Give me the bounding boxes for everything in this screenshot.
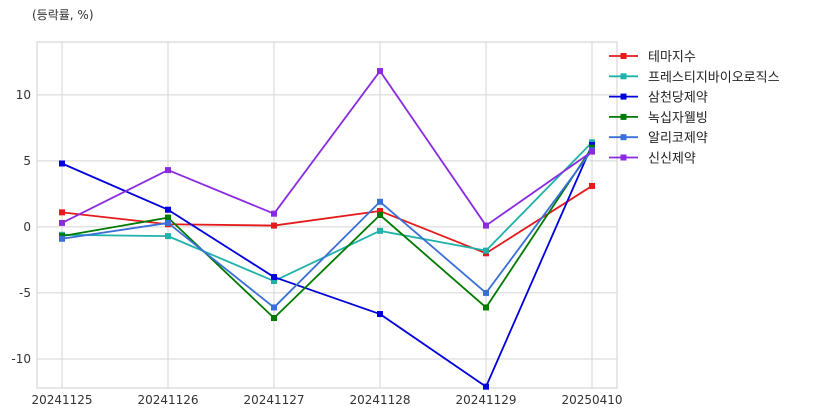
series-point — [59, 209, 65, 216]
series-point — [165, 167, 171, 174]
series-point — [483, 247, 489, 254]
legend-item: 프레스티지바이오로직스 — [609, 70, 780, 85]
legend-label: 녹십자웰빙 — [648, 111, 708, 126]
legend-marker — [620, 154, 627, 161]
legend-label: 삼천당제약 — [648, 91, 708, 106]
legend-item: 삼천당제약 — [609, 91, 708, 106]
y-tick-label: -10 — [11, 352, 31, 366]
legend-item: 신신제약 — [609, 152, 696, 167]
x-tick-label: 20241129 — [455, 393, 516, 407]
legend-label: 알리코제약 — [648, 131, 708, 146]
series-point — [483, 222, 489, 229]
plot-frame — [36, 41, 618, 389]
series-point — [59, 219, 65, 226]
series-point — [165, 219, 171, 226]
legend-marker — [620, 134, 627, 141]
legend-marker — [620, 73, 627, 80]
series-point — [377, 227, 383, 234]
y-tick-label: 10 — [16, 88, 31, 102]
series-line — [61, 147, 593, 319]
y-tick-label: 0 — [23, 220, 31, 234]
x-tick-label: 20241127 — [243, 393, 304, 407]
plot-area: -10 -5 0 5 10 20241125 20241126 20241127 2024112… — [11, 41, 623, 407]
legend-item: 알리코제약 — [609, 131, 708, 146]
legend-marker — [620, 93, 627, 100]
series-point — [377, 311, 383, 318]
legend-label: 테마지수 — [648, 50, 696, 65]
series-point — [483, 383, 489, 390]
series-point — [589, 182, 595, 189]
x-tick-label: 20250410 — [561, 393, 622, 407]
x-tick-label: 20241126 — [137, 393, 198, 407]
series-point — [377, 208, 383, 215]
legend-item: 녹십자웰빙 — [609, 111, 708, 126]
legend-label: 프레스티지바이오로직스 — [648, 70, 780, 85]
series-point — [271, 222, 277, 229]
legend-marker — [620, 53, 627, 59]
series-point — [483, 289, 489, 296]
legend-item: 테마지수 — [609, 50, 696, 65]
series-line — [61, 185, 593, 255]
x-tick-label: 20241125 — [31, 393, 92, 407]
series-point — [271, 274, 277, 281]
series-point — [589, 148, 595, 155]
series-point — [377, 198, 383, 205]
legend-marker — [620, 113, 627, 120]
series-point — [377, 68, 383, 75]
series-point — [59, 160, 65, 167]
series-point — [165, 206, 171, 213]
unit-label: (등락률, %) — [32, 8, 94, 22]
series-point — [271, 304, 277, 311]
series-point — [271, 278, 277, 285]
legend-label: 신신제약 — [648, 152, 696, 167]
x-tick-label: 20241128 — [349, 393, 410, 407]
series-point — [271, 210, 277, 217]
series-line — [61, 141, 593, 282]
series-line — [61, 70, 593, 227]
series-point — [483, 304, 489, 311]
series-line — [61, 149, 593, 309]
series-point — [59, 235, 65, 242]
series-point — [165, 214, 171, 221]
y-tick-label: -5 — [19, 286, 31, 300]
series-line — [61, 144, 593, 388]
y-tick-label: 5 — [23, 154, 31, 168]
series-point — [377, 212, 383, 218]
series-point — [165, 233, 171, 240]
series-point — [271, 315, 277, 322]
